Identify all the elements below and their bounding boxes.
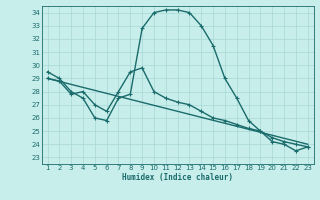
X-axis label: Humidex (Indice chaleur): Humidex (Indice chaleur): [122, 173, 233, 182]
